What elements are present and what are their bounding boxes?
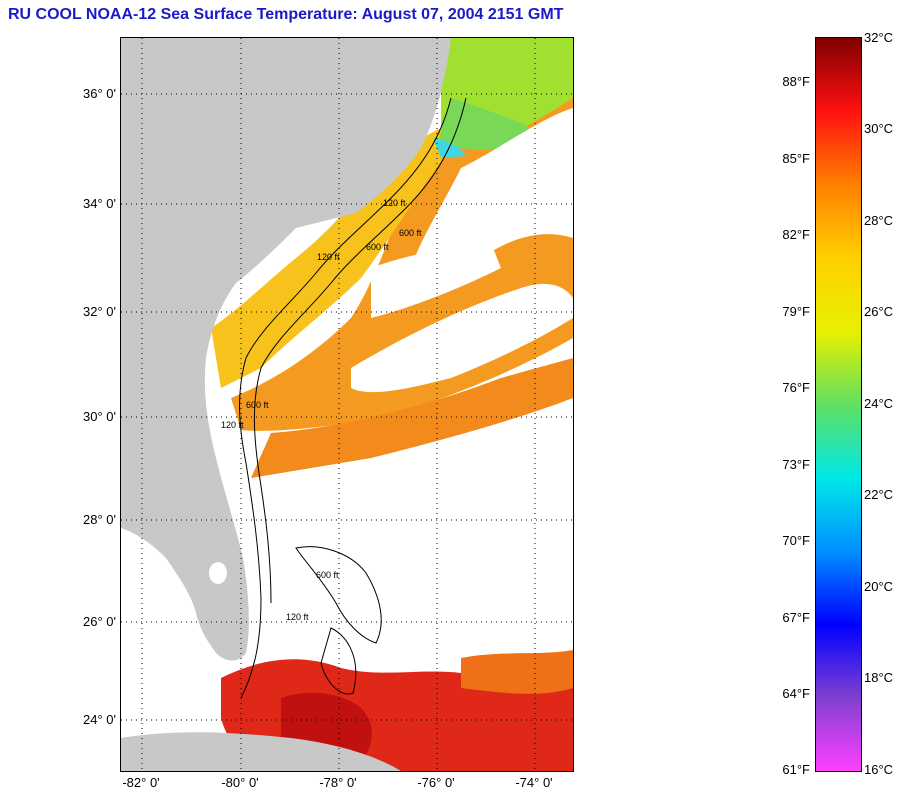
lat-label-26: 26° 0' [83,614,116,629]
sst-north-green [439,98,531,150]
contour-label: 600 ft [366,242,389,252]
contour-label: 600 ft [316,570,339,580]
contour-label: 120 ft [221,420,244,430]
colorbar-f-label: 88°F [782,74,810,89]
colorbar-c-label: 22°C [864,487,894,502]
contour-label: 600 ft [246,400,269,410]
bahamas-outline [295,546,382,644]
map-grid [121,38,573,771]
lon-label-74: -74° 0' [515,775,553,790]
colorbar-c-label: 28°C [864,213,894,228]
colorbar-f-label: 79°F [782,304,810,319]
colorbar-c-label: 18°C [864,670,894,685]
contour-label: 120 ft [317,252,340,262]
lon-label-82: -82° 0' [122,775,160,790]
lat-label-24: 24° 0' [83,712,116,727]
lon-label-80: -80° 0' [221,775,259,790]
temperature-colorbar [815,37,862,772]
depth-contour-600ft [253,97,467,604]
bahamas-outline-2 [320,627,357,695]
sst-orange-south-east [461,650,573,694]
lat-label-32: 32° 0' [83,304,116,319]
colorbar-f-label: 61°F [782,762,810,777]
lon-label-78: -78° 0' [319,775,357,790]
land-southeast-us [121,38,451,661]
cloud-mid [351,283,573,393]
lat-label-34: 34° 0' [83,196,116,211]
colorbar-c-label: 16°C [864,762,894,777]
land-cuba [121,732,401,771]
contour-label: 120 ft [286,612,309,622]
colorbar-f-label: 70°F [782,533,810,548]
colorbar-f-label: 85°F [782,151,810,166]
contour-label: 120 ft [383,198,406,208]
colorbar-f-label: 76°F [782,380,810,395]
colorbar-c-label: 24°C [864,396,894,411]
sst-map[interactable]: 120 ft 600 ft 120 ft 600 ft 120 ft 600 f… [120,37,574,772]
lat-label-30: 30° 0' [83,409,116,424]
colorbar-f-label: 73°F [782,457,810,472]
colorbar-c-label: 30°C [864,121,894,136]
colorbar-f-label: 82°F [782,227,810,242]
lon-label-76: -76° 0' [417,775,455,790]
sst-orange-band-mid [251,358,573,478]
cloud-center [371,243,501,318]
contour-label: 600 ft [399,228,422,238]
lat-label-28: 28° 0' [83,512,116,527]
page-title: RU COOL NOAA-12 Sea Surface Temperature:… [8,6,564,23]
lake-okeechobee [209,562,227,584]
sst-cyan-spot [433,138,466,158]
depth-contour-120ft [239,97,452,699]
colorbar-c-label: 32°C [864,30,894,45]
colorbar-c-label: 26°C [864,304,894,319]
map-canvas: 120 ft 600 ft 120 ft 600 ft 120 ft 600 f… [121,38,573,771]
colorbar-f-label: 67°F [782,610,810,625]
colorbar-c-label: 20°C [864,579,894,594]
lat-label-36: 36° 0' [83,86,116,101]
colorbar-f-label: 64°F [782,686,810,701]
cloud-north [411,108,573,273]
